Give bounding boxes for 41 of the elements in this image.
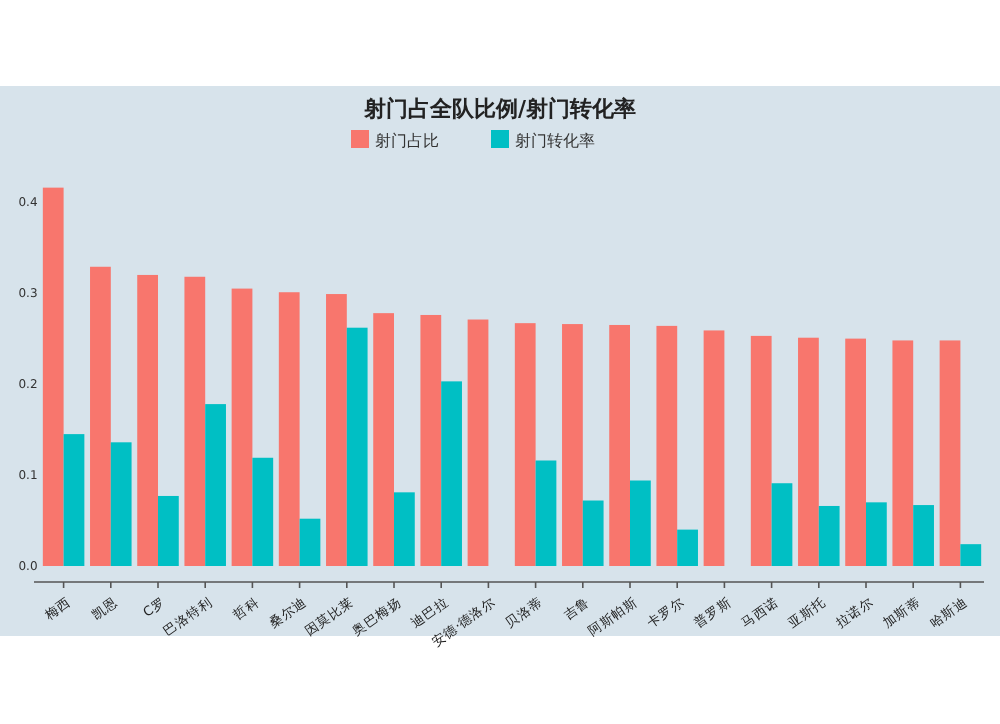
bar xyxy=(582,500,604,566)
bar xyxy=(299,518,321,566)
bar xyxy=(677,529,698,566)
bar xyxy=(184,276,206,566)
bar xyxy=(703,330,725,566)
bar xyxy=(818,505,840,566)
bar xyxy=(394,492,415,566)
bar xyxy=(441,381,462,566)
bar xyxy=(892,340,914,566)
legend-label: 射门转化率 xyxy=(515,132,595,150)
bar xyxy=(845,338,866,566)
bar xyxy=(137,274,158,566)
bar xyxy=(939,340,961,566)
bar xyxy=(420,314,442,566)
bar xyxy=(656,325,678,566)
bar xyxy=(346,327,368,566)
bar xyxy=(326,294,347,566)
bar xyxy=(158,495,179,566)
bar xyxy=(630,480,651,566)
bar xyxy=(231,288,253,566)
bar xyxy=(866,502,887,566)
bar xyxy=(467,319,489,566)
bar xyxy=(110,442,132,566)
bar xyxy=(514,323,536,566)
bar xyxy=(750,335,772,566)
bar xyxy=(63,434,85,566)
legend-label: 射门占比 xyxy=(375,132,439,150)
chart-title: 射门占全队比例/射门转化率 xyxy=(361,96,637,122)
bar xyxy=(771,483,793,566)
bar xyxy=(42,187,64,566)
bar xyxy=(609,324,630,566)
bar xyxy=(90,266,111,566)
bar xyxy=(913,505,934,566)
bar xyxy=(798,337,819,566)
bar xyxy=(960,544,982,566)
bar xyxy=(373,313,394,566)
bar xyxy=(205,404,226,566)
bar xyxy=(535,460,557,566)
bar xyxy=(252,457,274,566)
bar xyxy=(562,324,583,566)
bar xyxy=(278,292,300,566)
